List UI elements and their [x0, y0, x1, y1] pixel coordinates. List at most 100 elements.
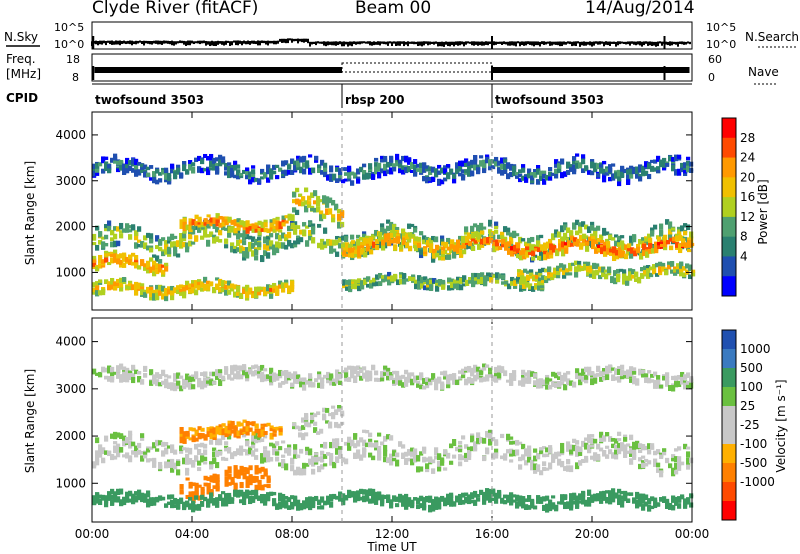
- power-cell: [645, 251, 650, 258]
- power-cell: [272, 288, 277, 293]
- velocity-cell: [416, 466, 421, 473]
- velocity-cell: [236, 365, 241, 371]
- power-cell: [104, 156, 109, 160]
- power-cell: [128, 259, 133, 266]
- power-cell: [483, 280, 488, 287]
- power-cell: [134, 281, 139, 287]
- velocity-cell: [683, 382, 688, 390]
- power-cell: [518, 178, 523, 183]
- power-cell: [299, 229, 304, 235]
- velocity-cell: [641, 462, 646, 469]
- power-cell: [122, 262, 127, 268]
- velocity-cell: [314, 452, 319, 456]
- velocity-cell: [410, 379, 415, 386]
- power-cell: [485, 156, 490, 164]
- power-cell: [486, 237, 491, 244]
- power-cell: [194, 221, 199, 227]
- power-cell: [131, 284, 136, 289]
- velocity-cell: [410, 458, 415, 466]
- velocity-cell: [176, 469, 181, 476]
- velocity-cell: [209, 428, 214, 435]
- velocity-cell: [560, 381, 565, 386]
- velocity-cell: [590, 455, 595, 460]
- velocity-cell: [227, 428, 232, 434]
- velocity-cell: [641, 455, 646, 459]
- power-cell: [617, 235, 622, 241]
- velocity-cell: [140, 494, 145, 500]
- power-scale-tick: 12: [740, 210, 755, 224]
- power-cell: [329, 173, 334, 178]
- velocity-cell: [410, 447, 415, 452]
- power-cell: [558, 241, 563, 248]
- velocity-cell: [518, 456, 523, 462]
- velocity-cell: [635, 499, 640, 504]
- power-cell: [616, 276, 621, 283]
- power-cell: [432, 278, 437, 283]
- power-cell: [426, 282, 431, 288]
- velocity-cell: [677, 456, 682, 464]
- velocity-cell: [128, 442, 133, 449]
- velocity-cell: [671, 375, 676, 381]
- power-cell: [137, 282, 142, 290]
- power-cell: [119, 253, 124, 259]
- power-cell: [417, 280, 422, 287]
- velocity-cell: [164, 441, 169, 447]
- y-tick-label: 4000: [55, 128, 86, 142]
- power-cell: [316, 195, 321, 203]
- velocity-cell: [359, 368, 364, 373]
- power-cell: [323, 241, 328, 247]
- power-cell: [188, 231, 193, 235]
- power-cell: [329, 245, 334, 253]
- velocity-cell: [293, 454, 298, 459]
- velocity-cell: [272, 433, 277, 437]
- power-cell: [337, 223, 342, 229]
- power-cell: [293, 160, 298, 167]
- power-cell: [554, 172, 559, 179]
- power-cell: [546, 252, 551, 259]
- velocity-cell: [602, 371, 607, 376]
- power-cell: [155, 263, 160, 269]
- power-cell: [311, 228, 316, 235]
- velocity-cell: [422, 497, 427, 502]
- velocity-cell: [650, 505, 655, 510]
- power-cell: [269, 168, 274, 173]
- velocity-cell: [668, 385, 673, 392]
- velocity-cell: [224, 480, 229, 487]
- power-cell: [305, 164, 310, 169]
- freq-trace: [92, 62, 690, 80]
- power-cell: [489, 272, 494, 278]
- velocity-cell: [656, 462, 661, 468]
- velocity-cell: [581, 491, 586, 498]
- power-cell: [218, 239, 223, 243]
- velocity-cell: [452, 439, 457, 447]
- power-cell: [122, 163, 127, 170]
- power-cell: [615, 255, 620, 260]
- velocity-cell: [329, 460, 334, 466]
- velocity-cell: [107, 450, 112, 456]
- velocity-cell: [293, 371, 298, 375]
- velocity-cell: [470, 372, 475, 377]
- velocity-cell: [467, 446, 472, 451]
- power-cell: [236, 239, 241, 247]
- power-cell: [489, 277, 494, 283]
- velocity-cell: [686, 498, 691, 502]
- velocity-cell: [98, 449, 103, 456]
- power-cell: [344, 178, 349, 182]
- power-cell: [656, 155, 661, 162]
- power-cell: [113, 254, 118, 260]
- velocity-cell: [383, 456, 388, 463]
- power-cell: [492, 241, 497, 247]
- velocity-cell: [233, 373, 238, 380]
- velocity-cell: [590, 378, 595, 386]
- power-cell: [563, 171, 568, 177]
- power-cell: [626, 179, 631, 186]
- power-cell: [104, 228, 109, 232]
- power-cell: [530, 177, 535, 184]
- velocity-cell: [347, 492, 352, 499]
- power-cell: [335, 167, 340, 172]
- velocity-cell: [605, 374, 610, 381]
- velocity-cell: [197, 467, 202, 472]
- velocity-cell: [371, 443, 376, 448]
- velocity-cell: [620, 500, 625, 508]
- velocity-cell: [512, 440, 517, 445]
